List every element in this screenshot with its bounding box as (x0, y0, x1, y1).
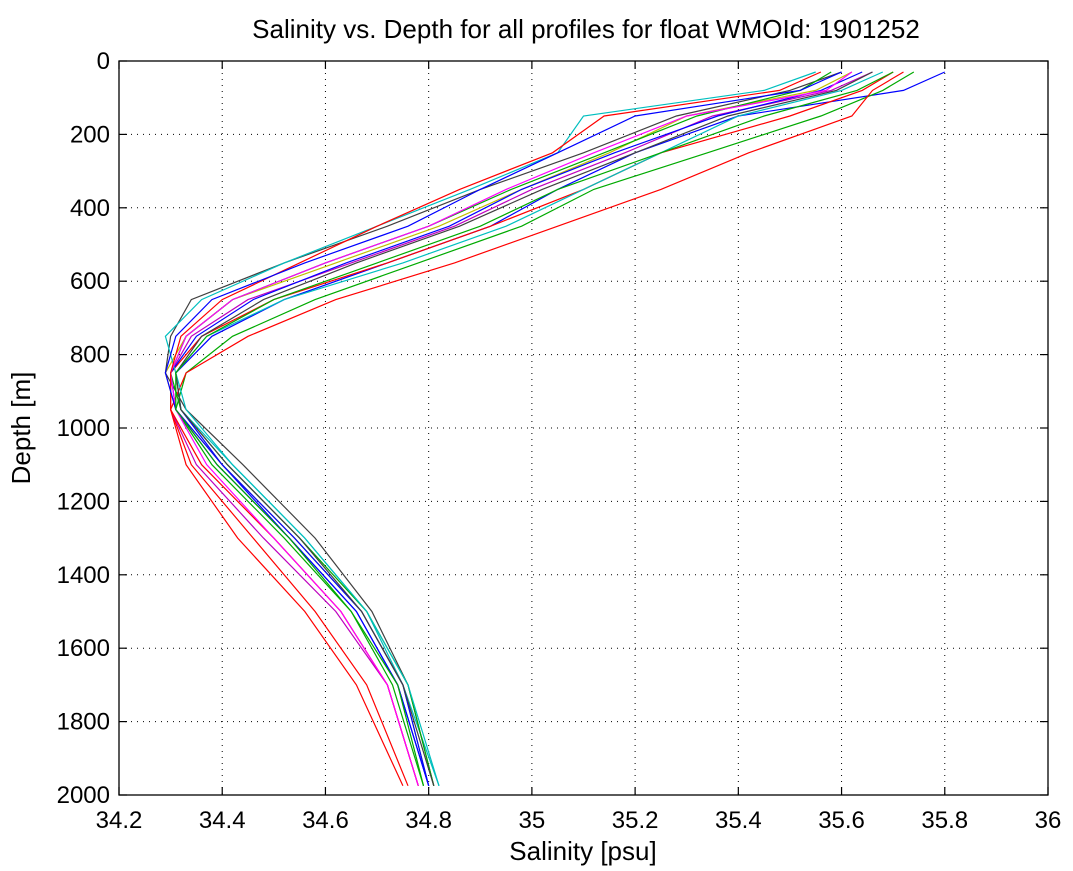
profile-line-12 (169, 71, 853, 786)
x-axis-label: Salinity [psu] (509, 836, 656, 866)
y-tick-label: 1000 (57, 415, 110, 442)
profile-line-15 (175, 71, 873, 786)
y-tick-label: 2000 (57, 782, 110, 809)
x-tick-label: 35.6 (818, 807, 865, 834)
x-tick-label: 35.2 (612, 807, 659, 834)
y-tick-label: 0 (97, 48, 110, 75)
profile-line-2 (175, 71, 915, 786)
x-tick-label: 34.4 (199, 807, 246, 834)
x-tick-label: 34.6 (302, 807, 349, 834)
profile-line-7 (164, 71, 842, 786)
plot-frame (118, 60, 1049, 796)
y-tick-label: 1200 (57, 488, 110, 515)
y-tick-label: 800 (70, 342, 110, 369)
profile-line-11 (164, 71, 816, 786)
tick-layer: 34.2 34.4 34.6 34.8 35 35.2 35.4 35.6 35.8 36 0 200… (57, 48, 1062, 834)
profile-line-13 (170, 71, 822, 787)
y-tick-label: 400 (70, 195, 110, 222)
x-tick-label: 36 (1035, 807, 1062, 834)
grid-layer (119, 61, 1048, 795)
chart-title: Salinity vs. Depth for all profiles for … (252, 14, 920, 44)
profile-line-1 (175, 71, 946, 786)
y-tick-label: 200 (70, 121, 110, 148)
x-tick-label: 34.2 (96, 807, 143, 834)
y-tick-label: 600 (70, 268, 110, 295)
x-tick-label: 35 (519, 807, 546, 834)
series-layer (164, 71, 946, 787)
profile-line-5 (170, 71, 873, 786)
x-tick-label: 35.8 (921, 807, 968, 834)
y-tick-label: 1400 (57, 562, 110, 589)
x-tick-label: 34.8 (405, 807, 452, 834)
y-tick-label: 1800 (57, 709, 110, 736)
profile-line-14 (164, 71, 842, 786)
profile-line-3 (170, 71, 894, 787)
y-axis-label: Depth [m] (6, 372, 36, 485)
y-tick-label: 1600 (57, 635, 110, 662)
profile-line-16 (175, 71, 894, 786)
profile-line-9 (169, 71, 863, 786)
x-tick-label: 35.4 (715, 807, 762, 834)
